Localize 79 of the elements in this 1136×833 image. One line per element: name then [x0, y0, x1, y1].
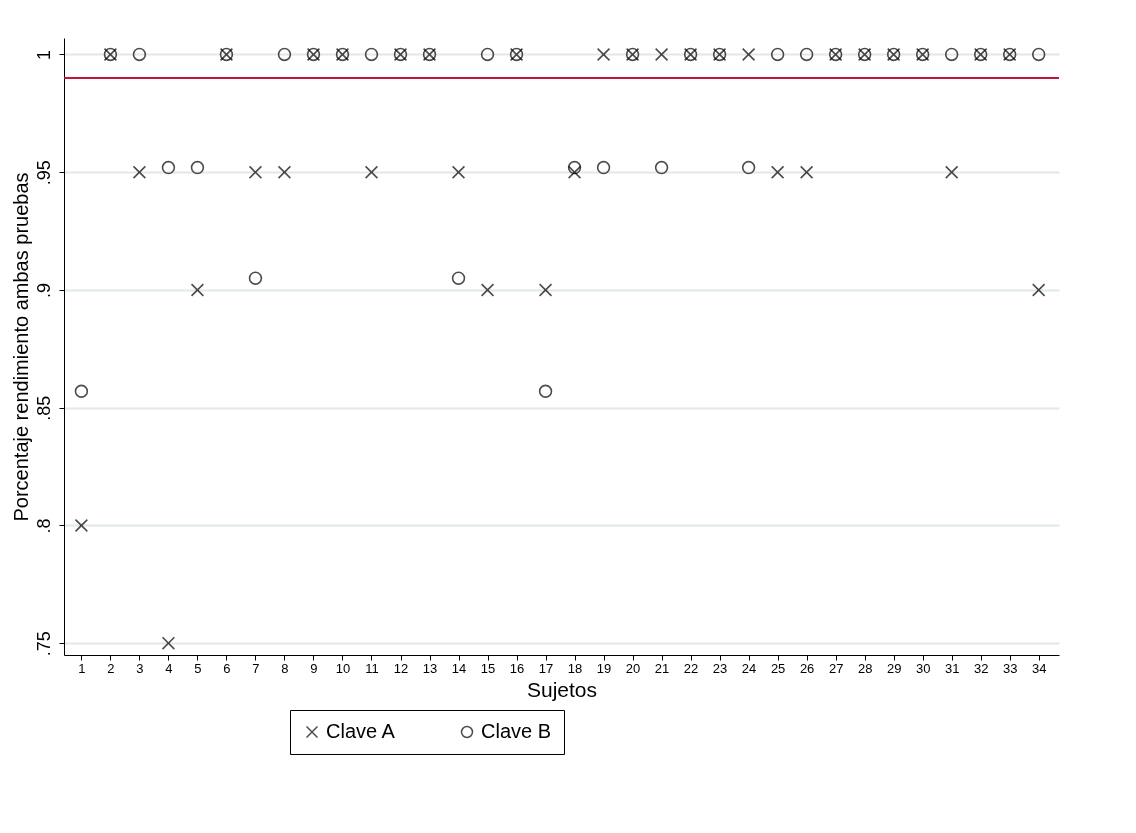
point [741, 47, 756, 62]
point [596, 47, 611, 62]
point [74, 518, 89, 533]
x-tick-label: 8 [281, 660, 289, 676]
point [944, 47, 959, 62]
x-tick-label: 2 [107, 660, 115, 676]
point [1031, 283, 1046, 297]
x-tick-label: 15 [480, 660, 496, 676]
point [248, 271, 263, 285]
x-tick-label: 17 [538, 660, 554, 676]
y-tick-label: .9 [33, 282, 54, 298]
x-tick-label: 1 [78, 660, 86, 676]
x-tick-label: 11 [365, 660, 379, 676]
point [538, 384, 553, 398]
y-tick-label: .85 [33, 395, 54, 421]
x-tick-label: 34 [1031, 660, 1047, 676]
point [161, 636, 176, 650]
y-axis-title: Porcentaje rendimiento ambas pruebas [9, 172, 32, 522]
point [480, 283, 495, 297]
x-tick-label: 13 [422, 660, 438, 676]
y-tick-label: .95 [33, 160, 54, 186]
x-tick-label: 32 [973, 660, 989, 676]
point [277, 165, 292, 179]
point [451, 271, 466, 285]
x-tick-label: 23 [712, 660, 728, 676]
x-tick-label: 25 [770, 660, 786, 676]
x-tick-label: 10 [335, 660, 351, 676]
point [190, 283, 205, 297]
legend-label: Clave B [481, 720, 552, 742]
y-tick-label: .8 [33, 518, 54, 534]
point [944, 165, 959, 179]
x-tick-label: 4 [165, 660, 173, 676]
x-tick-label: 31 [944, 660, 960, 676]
point [1031, 47, 1046, 62]
point [770, 47, 785, 62]
x-tick-label: 5 [194, 660, 202, 676]
point [161, 160, 176, 175]
x-tick-label: 7 [252, 660, 260, 676]
x-tick-label: 6 [223, 660, 231, 676]
x-tick-label: 19 [596, 660, 612, 676]
point [74, 384, 89, 398]
point [538, 283, 553, 297]
point [277, 47, 292, 62]
x-tick-label: 29 [886, 660, 902, 676]
x-tick-label: 30 [915, 660, 931, 676]
y-tick-label: .75 [33, 631, 54, 657]
x-axis-title: Sujetos [526, 677, 598, 701]
x-tick-label: 28 [857, 660, 873, 676]
point [132, 165, 147, 179]
x-tick-label: 26 [799, 660, 815, 676]
legend-label: Clave A [326, 720, 396, 742]
x-tick-label: 18 [567, 660, 583, 676]
point [654, 160, 669, 175]
x-tick-label: 22 [683, 660, 699, 676]
x-tick-label: 20 [625, 660, 641, 676]
point [799, 165, 814, 179]
y-tick-label: 1 [33, 49, 54, 60]
x-tick-label: 14 [451, 660, 467, 676]
point [132, 47, 147, 62]
point [190, 160, 205, 175]
x-tick-label: 27 [828, 660, 844, 676]
x-tick-label: 9 [310, 660, 318, 676]
point [654, 47, 669, 62]
x-tick-label: 24 [741, 660, 757, 676]
point [567, 160, 582, 175]
point [364, 165, 379, 179]
point [364, 47, 379, 62]
point [480, 47, 495, 62]
x-tick-label: 12 [393, 660, 409, 676]
x-tick-label: 33 [1002, 660, 1018, 676]
point [799, 47, 814, 62]
point [770, 165, 785, 179]
point [451, 165, 466, 179]
point [248, 165, 263, 179]
x-tick-label: 21 [654, 660, 670, 676]
x-tick-label: 16 [509, 660, 525, 676]
point [596, 160, 611, 175]
point [741, 160, 756, 175]
x-tick-label: 3 [136, 660, 144, 676]
